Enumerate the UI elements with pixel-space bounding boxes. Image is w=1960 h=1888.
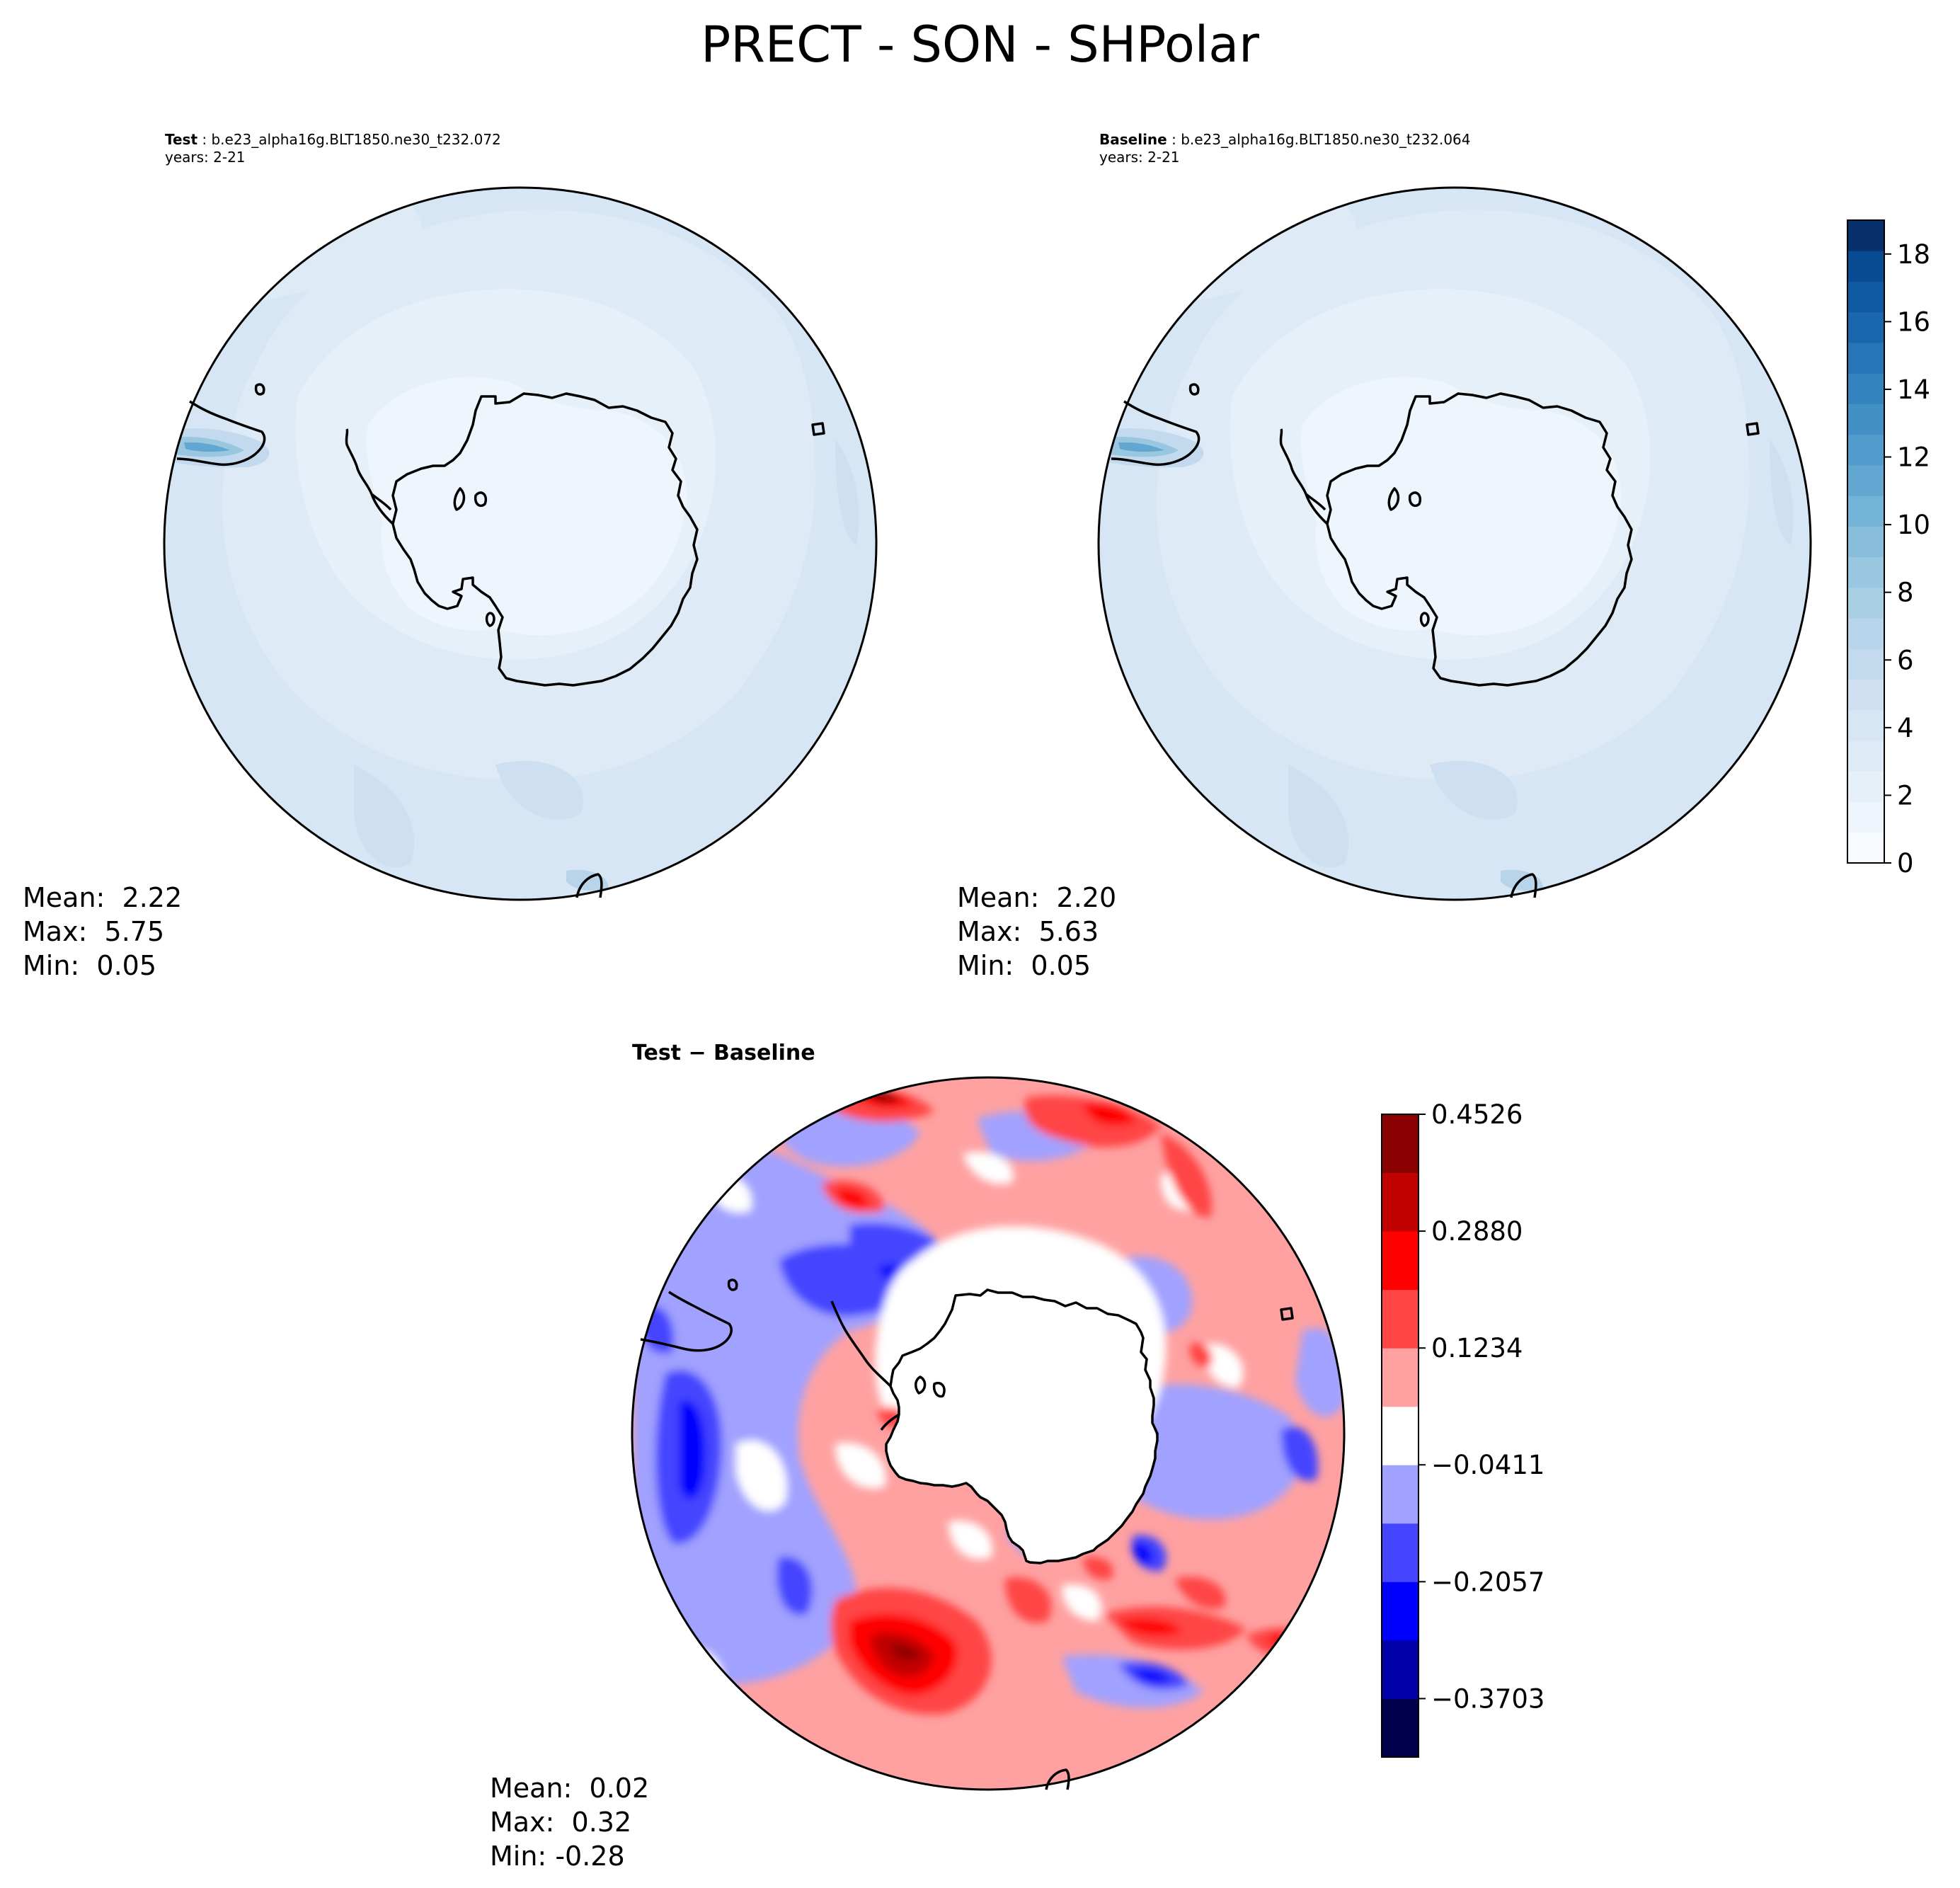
blues-colorbar-band <box>1847 618 1884 649</box>
baseline-map <box>1097 186 1812 901</box>
blues-colorbar-band <box>1847 648 1884 680</box>
baseline-min-label: Min: <box>957 950 1014 981</box>
seismic-colorbar-band <box>1382 1231 1419 1291</box>
test-stats: Mean: 2.22 Max: 5.75 Min: 0.05 <box>23 881 182 983</box>
blues-colorbar: 0 2 4 6 8 10 12 14 16 18 <box>1847 219 1930 879</box>
test-mean-value: 2.22 <box>122 882 183 913</box>
blues-colorbar-band <box>1847 281 1884 313</box>
seismic-colorbar-band <box>1382 1698 1419 1758</box>
blues-colorbar-band <box>1847 801 1884 833</box>
blues-colorbar-band <box>1847 740 1884 772</box>
blues-colorbar-tick-label: 10 <box>1897 510 1930 540</box>
test-years: years: 2-21 <box>165 149 246 166</box>
test-max-label: Max: <box>23 916 88 947</box>
blues-colorbar-band <box>1847 434 1884 466</box>
blues-colorbar-band <box>1847 771 1884 803</box>
seismic-colorbar-band <box>1382 1172 1419 1232</box>
seismic-colorbar-band <box>1382 1465 1419 1524</box>
blues-colorbar-band <box>1847 251 1884 282</box>
seismic-colorbar-band <box>1382 1581 1419 1641</box>
test-case: b.e23_alpha16g.BLT1850.ne30_t232.072 <box>211 131 501 148</box>
test-max-value: 5.75 <box>104 916 165 947</box>
blues-colorbar-band <box>1847 220 1884 251</box>
seismic-colorbar-band <box>1382 1348 1419 1407</box>
seismic-colorbar-tick-label: 0.2880 <box>1431 1216 1523 1247</box>
baseline-case: b.e23_alpha16g.BLT1850.ne30_t232.064 <box>1181 131 1471 148</box>
blues-colorbar-band <box>1847 526 1884 558</box>
blues-colorbar-ticks: 0 2 4 6 8 10 12 14 16 18 <box>1884 239 1930 879</box>
test-panel-title: Test : b.e23_alpha16g.BLT1850.ne30_t232.… <box>165 131 501 166</box>
seismic-colorbar: 0.4526 0.2880 0.1234 −0.0411 −0.2057 −0.3703 <box>1381 1099 1544 1758</box>
blues-colorbar-tick-label: 16 <box>1897 307 1930 337</box>
diff-min-label: Min: <box>490 1841 547 1872</box>
baseline-stats: Mean: 2.20 Max: 5.63 Min: 0.05 <box>957 881 1116 983</box>
baseline-label: Baseline <box>1099 131 1167 148</box>
test-mean-label: Mean: <box>23 882 105 913</box>
diff-mean-label: Mean: <box>490 1773 573 1804</box>
test-min-label: Min: <box>23 950 80 981</box>
seismic-colorbar-band <box>1382 1523 1419 1582</box>
seismic-colorbar-ticks: 0.4526 0.2880 0.1234 −0.0411 −0.2057 −0.3703 <box>1419 1099 1544 1714</box>
seismic-colorbar-tick-label: 0.1234 <box>1431 1333 1523 1363</box>
baseline-panel-title: Baseline : b.e23_alpha16g.BLT1850.ne30_t… <box>1099 131 1471 166</box>
test-map <box>163 186 878 901</box>
blues-colorbar-bands <box>1847 220 1884 864</box>
blues-colorbar-band <box>1847 496 1884 527</box>
baseline-max-value: 5.63 <box>1038 916 1099 947</box>
blues-colorbar-band <box>1847 311 1884 343</box>
diff-max-value: 0.32 <box>571 1807 632 1838</box>
seismic-colorbar-band <box>1382 1114 1419 1174</box>
blues-colorbar-band <box>1847 404 1884 435</box>
seismic-colorbar-band <box>1382 1289 1419 1349</box>
test-label: Test <box>165 131 198 148</box>
seismic-colorbar-tick-label: 0.4526 <box>1431 1099 1523 1130</box>
blues-colorbar-band <box>1847 587 1884 619</box>
blues-colorbar-tick-label: 6 <box>1897 645 1914 675</box>
blues-colorbar-tick-label: 8 <box>1897 578 1914 608</box>
blues-colorbar-band <box>1847 832 1884 864</box>
blues-colorbar-band <box>1847 464 1884 496</box>
diff-panel-title: Test − Baseline <box>632 1041 815 1065</box>
blues-colorbar-tick-label: 2 <box>1897 780 1914 811</box>
blues-colorbar-tick-label: 18 <box>1897 239 1930 270</box>
blues-colorbar-band <box>1847 556 1884 588</box>
figure-title: PRECT - SON - SHPolar <box>701 16 1259 74</box>
seismic-colorbar-tick-label: −0.0411 <box>1431 1450 1544 1480</box>
baseline-min-value: 0.05 <box>1031 950 1091 981</box>
blues-colorbar-tick-label: 12 <box>1897 442 1930 473</box>
test-min-value: 0.05 <box>96 950 157 981</box>
blues-colorbar-band <box>1847 342 1884 374</box>
seismic-colorbar-band <box>1382 1640 1419 1699</box>
diff-map <box>631 1076 1346 1791</box>
seismic-colorbar-tick-label: −0.3703 <box>1431 1683 1544 1714</box>
diff-mean-value: 0.02 <box>589 1773 650 1804</box>
baseline-mean-value: 2.20 <box>1056 882 1117 913</box>
blues-colorbar-tick-label: 0 <box>1897 848 1914 879</box>
seismic-colorbar-band <box>1382 1406 1419 1465</box>
diff-stats: Mean: 0.02 Max: 0.32 Min: -0.28 <box>490 1771 649 1873</box>
baseline-mean-label: Mean: <box>957 882 1040 913</box>
diff-min-value: -0.28 <box>555 1841 625 1872</box>
baseline-years: years: 2-21 <box>1099 149 1180 166</box>
blues-colorbar-band <box>1847 709 1884 741</box>
seismic-colorbar-bands <box>1382 1114 1419 1758</box>
blues-colorbar-band <box>1847 373 1884 404</box>
seismic-colorbar-tick-label: −0.2057 <box>1431 1567 1544 1597</box>
blues-colorbar-band <box>1847 679 1884 711</box>
blues-colorbar-tick-label: 4 <box>1897 713 1914 743</box>
blues-colorbar-tick-label: 14 <box>1897 374 1930 405</box>
baseline-max-label: Max: <box>957 916 1022 947</box>
diff-max-label: Max: <box>490 1807 555 1838</box>
